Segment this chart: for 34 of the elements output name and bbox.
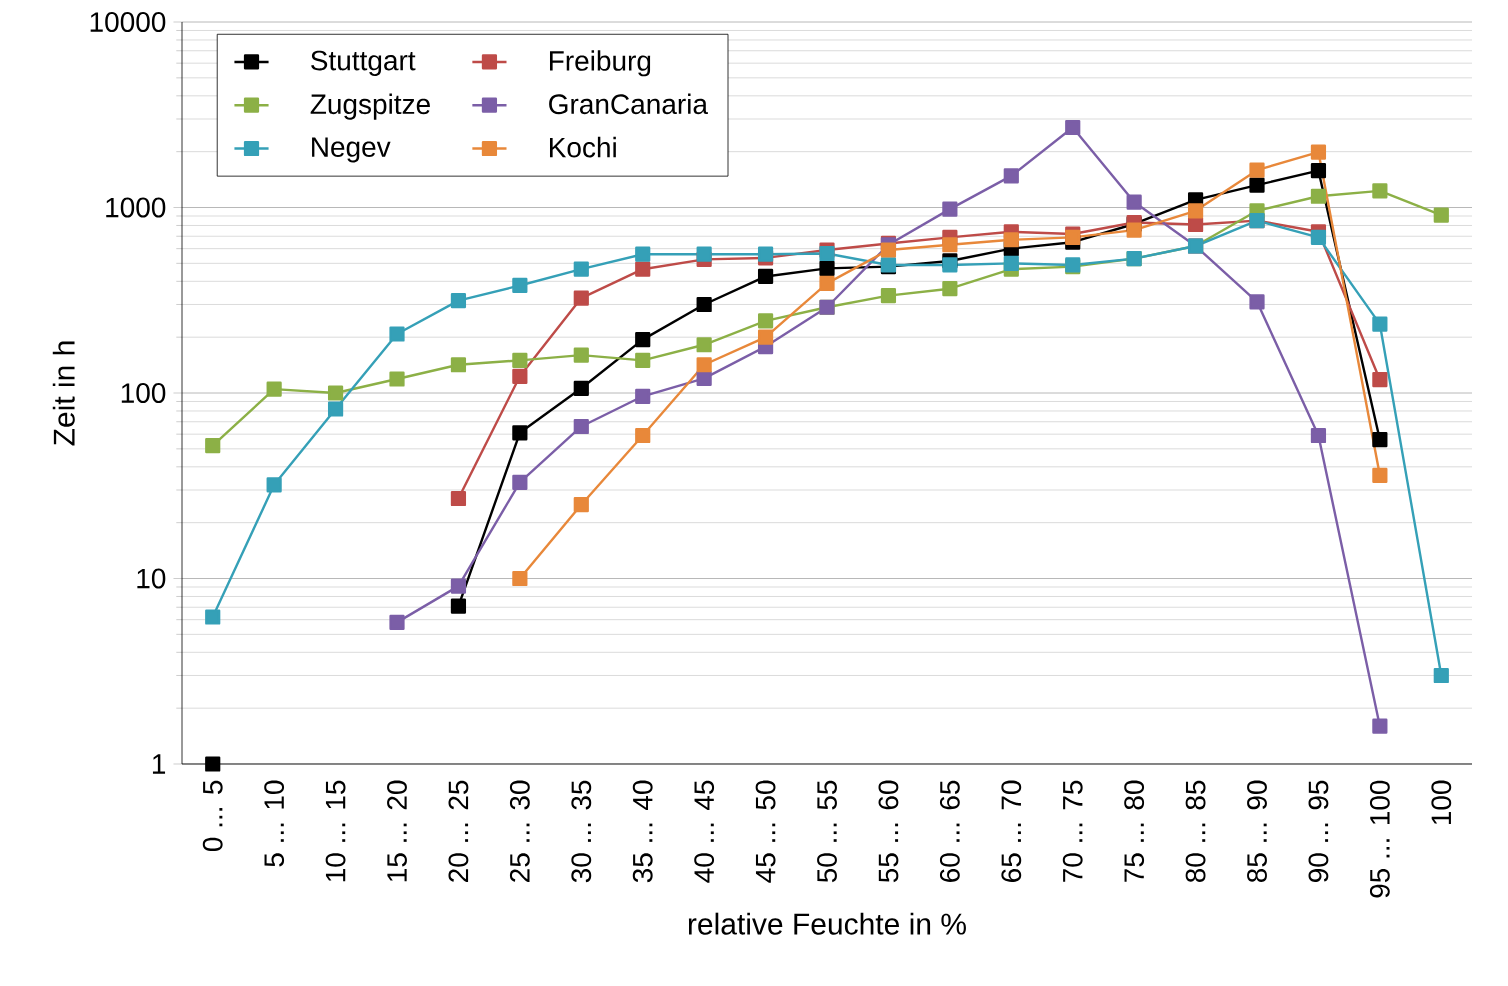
x-tick-label: 15 ... 20 [387,780,407,882]
y-tick-label: 100 [121,383,166,403]
x-tick-label: 5 ... 10 [264,780,285,867]
x-tick-label: 80 ... 85 [1185,780,1206,883]
legend-label: Negev [312,137,391,163]
x-tick-label: 20 ... 25 [448,780,469,882]
legend-label: Stuttgart [311,50,416,76]
x-tick-label: 0 ... 5 [202,780,223,852]
x-tick-label: 70 ... 75 [1062,780,1083,882]
y-tick-label: 1000 [106,197,166,218]
x-tick-label: 50 ... 55 [817,780,837,883]
x-tick-label: 35 ... 40 [632,780,653,883]
x-tick-label: 60 ... 65 [939,780,960,882]
legend-label: Freiburg [550,50,651,77]
legend-label: Zugspitze [310,93,430,120]
x-tick-label: 10 ... 15 [325,780,346,882]
x-tick-label: 30 ... 35 [571,780,592,883]
x-tick-label: 45 ... 50 [755,780,776,883]
y-axis-title: Zeit in h [52,341,75,446]
y-tick-label: 10000 [90,12,166,32]
x-tick-label: 40 ... 45 [694,780,715,883]
x-tick-label: 100 [1431,780,1452,825]
x-tick-label: 95 ... 100 [1369,780,1390,898]
x-tick-label: 65 ... 70 [1001,780,1022,882]
y-tick-label: 1 [152,754,166,774]
legend-label: Kochi [550,136,616,158]
x-tick-label: 90 ... 95 [1308,780,1329,882]
x-tick-label: 55 ... 60 [878,780,899,883]
y-tick-label: 10 [137,568,166,589]
x-axis-title: relative Feuchte in % [688,912,966,935]
x-tick-label: 75 ... 80 [1124,780,1145,882]
x-tick-label: 85 ... 90 [1247,780,1267,883]
x-tick-label: 25 ... 30 [509,780,530,882]
legend-label: GranCanaria [549,93,708,115]
